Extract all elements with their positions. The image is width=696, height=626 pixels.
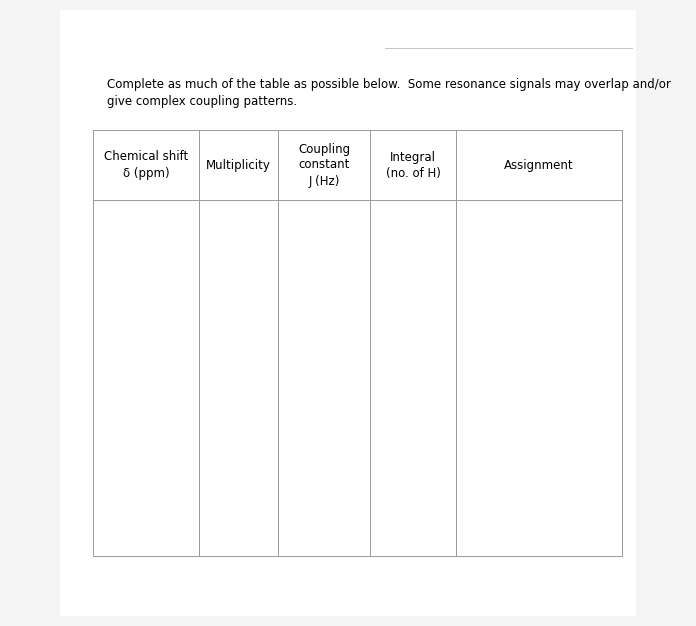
Text: Complete as much of the table as possible below.  Some resonance signals may ove: Complete as much of the table as possibl… xyxy=(107,78,671,108)
Text: Chemical shift
δ (ppm): Chemical shift δ (ppm) xyxy=(104,150,188,180)
Bar xyxy=(60,10,636,616)
Text: Multiplicity: Multiplicity xyxy=(206,158,271,172)
Text: Coupling
constant
J (Hz): Coupling constant J (Hz) xyxy=(298,143,350,188)
Text: Assignment: Assignment xyxy=(504,158,574,172)
Text: Integral
(no. of H): Integral (no. of H) xyxy=(386,150,441,180)
